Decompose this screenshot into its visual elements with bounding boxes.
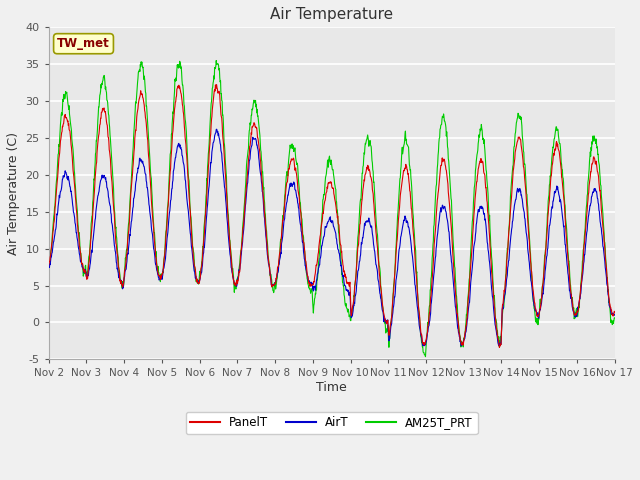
AM25T_PRT — [611, 315, 618, 321]
AirT — [157, 274, 164, 280]
AirT — [45, 264, 52, 270]
Text: TW_met: TW_met — [57, 37, 110, 50]
AirT — [495, 341, 502, 347]
AM25T_PRT — [495, 334, 502, 340]
AirT — [171, 160, 179, 166]
X-axis label: Time: Time — [316, 381, 347, 394]
Line: AirT: AirT — [49, 129, 614, 346]
AM25T_PRT — [171, 89, 179, 95]
PanelT — [545, 211, 552, 216]
PanelT — [157, 273, 164, 279]
AirT — [234, 275, 242, 280]
AM25T_PRT — [420, 350, 428, 356]
PanelT — [611, 309, 618, 315]
Line: PanelT: PanelT — [49, 84, 614, 348]
PanelT — [171, 107, 179, 112]
AirT — [611, 312, 618, 318]
Line: AM25T_PRT: AM25T_PRT — [49, 60, 614, 357]
AM25T_PRT — [545, 198, 552, 204]
AirT — [212, 126, 220, 132]
AM25T_PRT — [212, 58, 220, 63]
Legend: PanelT, AirT, AM25T_PRT: PanelT, AirT, AM25T_PRT — [186, 412, 477, 434]
Title: Air Temperature: Air Temperature — [270, 7, 393, 22]
AirT — [545, 239, 552, 245]
PanelT — [495, 345, 503, 350]
PanelT — [234, 277, 242, 283]
Y-axis label: Air Temperature (C): Air Temperature (C) — [7, 132, 20, 255]
AM25T_PRT — [234, 273, 242, 279]
PanelT — [420, 339, 428, 345]
PanelT — [212, 82, 220, 87]
AM25T_PRT — [157, 271, 164, 277]
AirT — [420, 343, 428, 348]
AirT — [458, 343, 465, 349]
AM25T_PRT — [422, 354, 429, 360]
AM25T_PRT — [45, 261, 52, 267]
PanelT — [494, 336, 502, 341]
PanelT — [45, 262, 52, 268]
